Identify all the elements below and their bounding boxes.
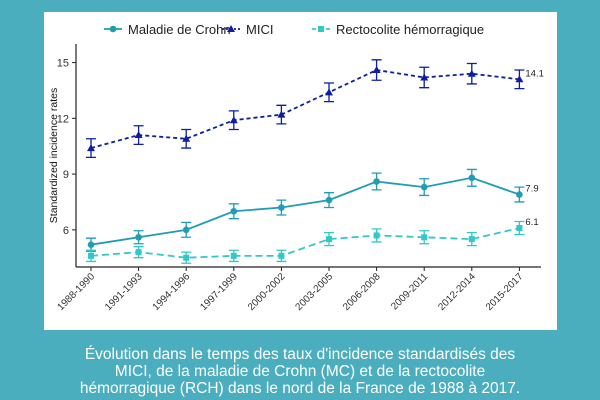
- x-tick-label: 1997-1999: [198, 271, 240, 313]
- series-1-point: [278, 204, 285, 211]
- chart-panel: 6 9 12 15 Standardized incidence rates 1988-1…: [44, 12, 557, 330]
- series-3-point: [373, 232, 380, 239]
- series-1-end-label: 7.9: [525, 184, 538, 195]
- series-2-point: [87, 144, 95, 152]
- series-3-point: [326, 236, 332, 243]
- series-3-line: [90, 227, 520, 259]
- series-3-point: [230, 252, 237, 259]
- x-tick-label: 2012-2014: [436, 271, 478, 313]
- series-2-point: [420, 73, 429, 81]
- series-3-point: [516, 224, 523, 231]
- legend-marker: [109, 25, 117, 33]
- legend-marker: [227, 25, 235, 32]
- series-1-point: [182, 226, 190, 234]
- series-1-point: [87, 241, 95, 248]
- legend-marker: [318, 26, 324, 32]
- series-1-point: [135, 233, 142, 241]
- caption-line-2: MICI, de la maladie de Crohn (MC) et de …: [114, 363, 486, 380]
- series-2-point: [515, 75, 524, 83]
- series-2-point: [182, 134, 191, 142]
- series-2-point: [277, 110, 286, 118]
- x-tick-label: 2000-2002: [246, 271, 288, 313]
- caption-line-1: Évolution dans le temps des taux d'incid…: [84, 346, 516, 363]
- series-2-point: [229, 116, 238, 124]
- series-2-point: [467, 69, 476, 77]
- legend-label: MICI: [246, 22, 273, 37]
- series-3-point: [183, 254, 190, 261]
- series-2-point: [134, 131, 143, 139]
- series-3-end-label: 6.1: [525, 217, 538, 228]
- figure-caption: Évolution dans le temps des taux d'incid…: [0, 346, 600, 397]
- series-1-point: [373, 178, 380, 185]
- series-2-point: [325, 88, 333, 96]
- y-tick-label: 6: [63, 225, 69, 237]
- series-1-line: [90, 176, 520, 246]
- series-3-point: [421, 234, 428, 241]
- series-2-end-label: 14.1: [525, 68, 544, 79]
- series-1-point: [420, 183, 428, 191]
- x-tick-label: 2003-2005: [294, 271, 336, 313]
- legend-label: Maladie de Crohn: [128, 22, 231, 37]
- x-tick-label: 1991-1993: [103, 271, 145, 313]
- series-2-point: [372, 66, 381, 74]
- series-3-point: [278, 252, 285, 259]
- y-tick-label: 12: [57, 113, 69, 125]
- series-1-point: [516, 191, 523, 198]
- x-tick-label: 2006-2008: [341, 271, 383, 313]
- series-3-point: [468, 236, 475, 243]
- x-tick-label: 2009-2011: [389, 271, 430, 312]
- y-axis-title: Standardized incidence rates: [48, 88, 60, 223]
- series-1-point: [325, 196, 333, 204]
- caption-line-3: hémorragique (RCH) dans le nord de la Fr…: [79, 380, 521, 397]
- series-1-point: [468, 174, 476, 182]
- x-tick-label: 1988-1990: [56, 271, 98, 313]
- x-tick-label: 1994-1996: [151, 271, 193, 313]
- legend-label: Rectocolite hémorragique: [336, 22, 484, 37]
- series-2-line: [90, 69, 520, 149]
- series-1-point: [230, 207, 238, 215]
- series-3-point: [135, 249, 142, 256]
- incidence-line-chart: 6 9 12 15 Standardized incidence rates 1988-1…: [48, 22, 544, 313]
- series-3-point: [88, 252, 94, 259]
- x-tick-label: 2015-2017: [484, 271, 526, 313]
- y-tick-label: 15: [57, 58, 69, 70]
- y-tick-label: 9: [63, 169, 69, 181]
